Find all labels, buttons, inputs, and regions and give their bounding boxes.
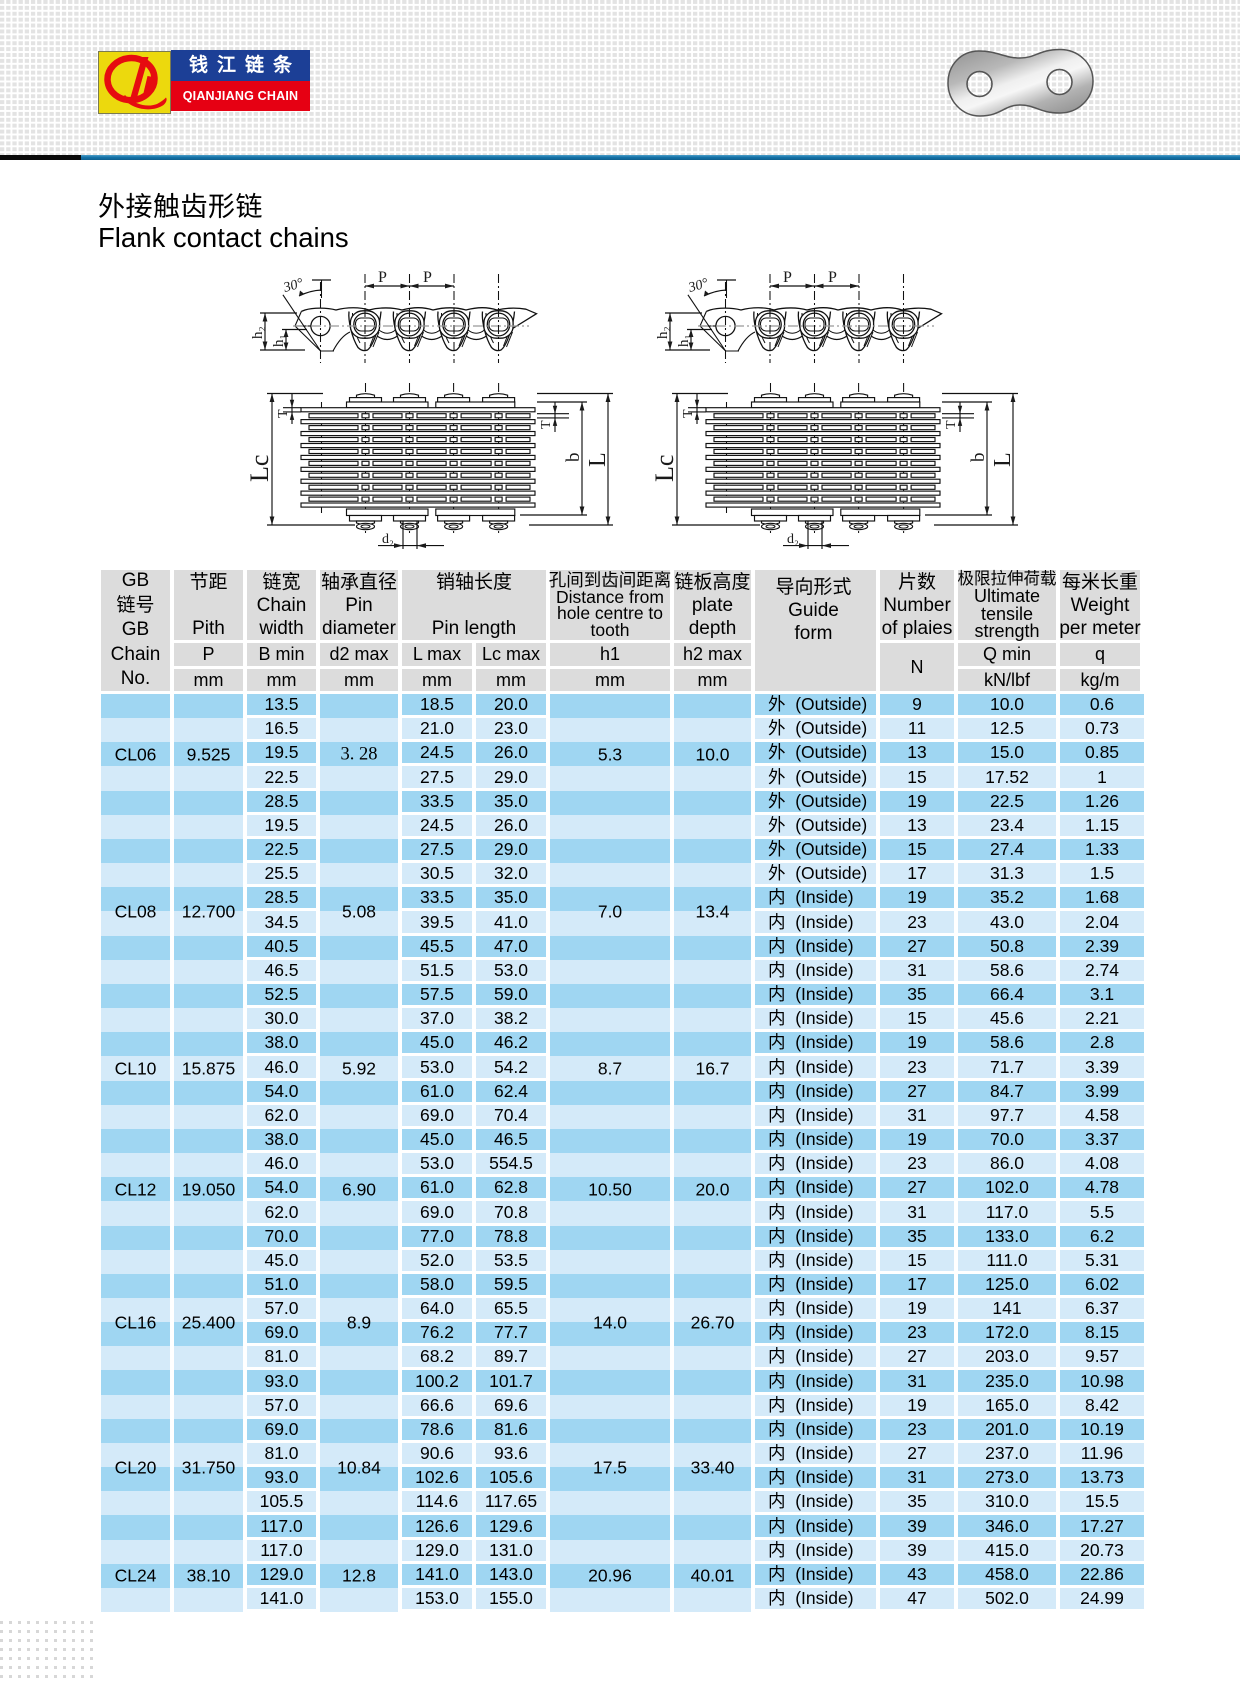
svg-text:30°: 30° [281, 276, 305, 296]
svg-text:b: b [563, 453, 584, 463]
svg-text:L: L [990, 452, 1016, 467]
svg-text:T: T [276, 409, 291, 418]
svg-text:P: P [378, 269, 387, 286]
svg-text:P: P [828, 269, 837, 286]
svg-text:h₂: h₂ [655, 326, 671, 339]
svg-text:Lc: Lc [245, 455, 274, 482]
svg-text:d₂: d₂ [382, 532, 394, 547]
svg-text:Lc: Lc [650, 455, 679, 482]
svg-text:30°: 30° [686, 276, 710, 296]
svg-text:T: T [539, 420, 554, 429]
svg-text:P: P [783, 269, 792, 286]
svg-text:h₁: h₁ [271, 334, 287, 347]
svg-text:d₂: d₂ [787, 532, 799, 547]
svg-text:h₁: h₁ [676, 334, 692, 347]
svg-text:T: T [944, 420, 959, 429]
svg-text:b: b [968, 453, 989, 463]
svg-text:h₂: h₂ [250, 326, 266, 339]
svg-text:P: P [423, 269, 432, 286]
svg-text:T: T [681, 409, 696, 418]
svg-text:L: L [585, 452, 611, 467]
